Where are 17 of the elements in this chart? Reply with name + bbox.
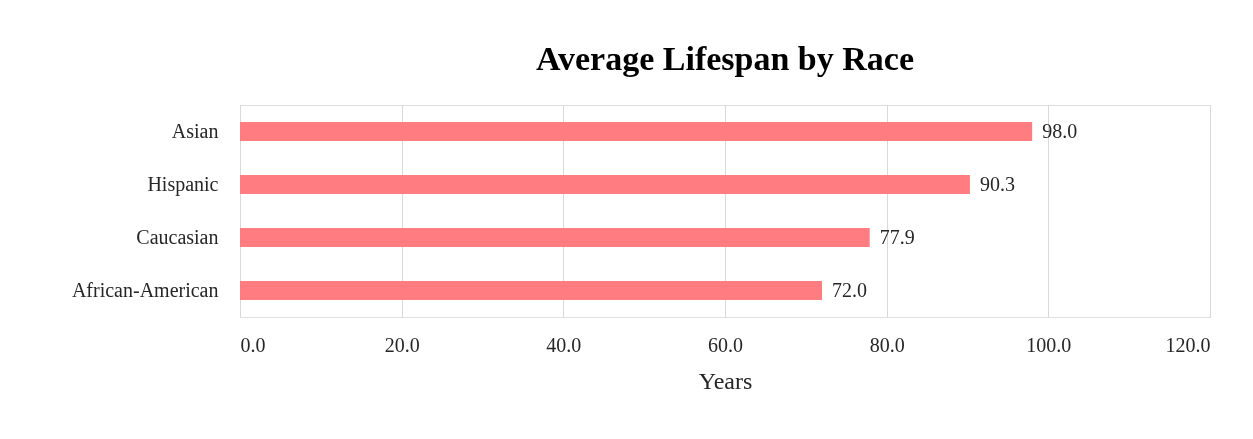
x-tick-label: 120.0	[1165, 333, 1211, 356]
x-tick-label: 40.0	[546, 333, 582, 356]
x-axis-title: Years	[698, 367, 753, 394]
y-tick-label: Caucasian	[136, 225, 219, 248]
x-tick-label: 60.0	[708, 333, 743, 356]
x-tick-label: 20.0	[384, 333, 420, 356]
x-tick-label: 0.0	[240, 333, 266, 356]
x-tick-label: 80.0	[869, 333, 905, 356]
y-tick-label: Asian	[171, 119, 219, 142]
data-label: 77.9	[879, 225, 915, 248]
data-label: 72.0	[832, 278, 867, 301]
data-label: 90.3	[979, 172, 1015, 195]
y-tick-label: Hispanic	[147, 172, 219, 196]
x-tick-label: 100.0	[1026, 333, 1072, 356]
y-tick-label: African-American	[71, 278, 219, 301]
chart-title: Average Lifespan by Race	[535, 40, 915, 77]
data-label: 98.0	[1042, 119, 1078, 142]
